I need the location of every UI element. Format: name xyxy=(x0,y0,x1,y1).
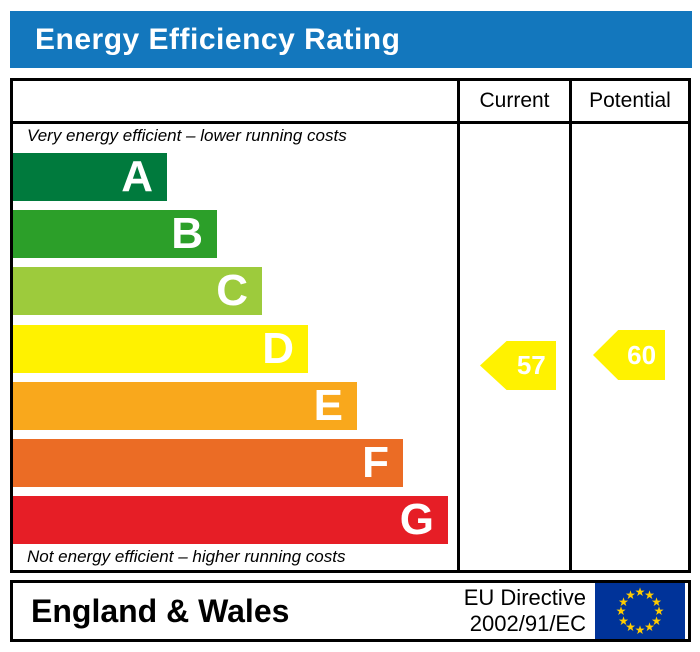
potential-column-header: Potential xyxy=(589,89,671,112)
band-e: E xyxy=(13,382,357,430)
eu-star-icon: ★ xyxy=(618,613,629,628)
band-a: A xyxy=(13,153,167,201)
current-rating-arrow: 57 xyxy=(480,341,556,390)
region-label: England & Wales xyxy=(31,592,290,629)
bottom-note: Not energy efficient – higher running co… xyxy=(27,547,346,566)
eu-star-icon: ★ xyxy=(618,594,629,609)
top-note: Very energy efficient – lower running co… xyxy=(27,126,347,145)
eu-star-icon: ★ xyxy=(644,587,655,602)
column-divider-current xyxy=(457,81,460,570)
potential-rating-arrow: 60 xyxy=(593,330,665,380)
band-letter-f: F xyxy=(362,438,389,487)
band-b: B xyxy=(13,210,217,258)
band-g: G xyxy=(13,496,448,544)
eu-directive-line1: EU Directive xyxy=(463,585,586,610)
band-letter-b: B xyxy=(171,209,203,258)
band-letter-c: C xyxy=(216,266,248,315)
rating-chart: Current Potential Very energy efficient … xyxy=(10,78,691,573)
footer-bar: England & Wales EU Directive 2002/91/EC … xyxy=(10,580,691,642)
band-letter-e: E xyxy=(313,381,343,430)
band-letter-g: G xyxy=(399,495,434,544)
eu-star-icon: ★ xyxy=(625,587,636,602)
eu-star-icon: ★ xyxy=(653,604,665,618)
potential-rating-value: 60 xyxy=(627,339,657,370)
eu-star-icon: ★ xyxy=(634,623,646,637)
table-header-row: Current Potential xyxy=(13,81,688,124)
eu-star-icon: ★ xyxy=(634,585,646,599)
eu-star-icon: ★ xyxy=(615,604,627,618)
page-title: Energy Efficiency Rating xyxy=(35,22,401,56)
current-rating-value: 57 xyxy=(516,350,546,380)
title-bar: Energy Efficiency Rating xyxy=(10,11,692,68)
eu-star-icon: ★ xyxy=(625,620,636,635)
current-column-header: Current xyxy=(479,89,550,112)
column-divider-potential xyxy=(569,81,572,570)
eu-directive-line2: 2002/91/EC xyxy=(469,611,586,636)
eu-star-icon: ★ xyxy=(651,613,662,628)
band-letter-a: A xyxy=(121,152,153,201)
band-c: C xyxy=(13,267,262,315)
eu-star-icon: ★ xyxy=(644,620,655,635)
band-f: F xyxy=(13,439,403,487)
eu-star-icon: ★ xyxy=(651,594,662,609)
band-d: D xyxy=(13,325,308,373)
eu-flag-icon: ★ ★ ★ ★ ★ ★ ★ ★ ★ ★ ★ ★ xyxy=(595,583,685,639)
eu-directive-label: EU Directive 2002/91/EC xyxy=(464,585,586,637)
band-letter-d: D xyxy=(262,324,294,373)
